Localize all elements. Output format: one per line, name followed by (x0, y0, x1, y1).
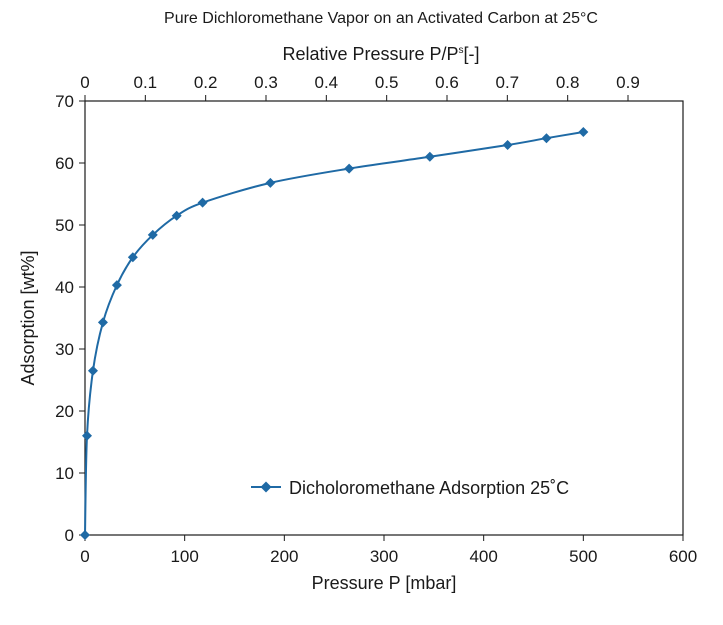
data-point (97, 317, 108, 328)
data-point (265, 177, 276, 188)
data-point (147, 229, 158, 240)
legend: Dicholoromethane Adsorption 25˚C (251, 478, 569, 498)
data-point (502, 140, 513, 151)
data-point (197, 197, 208, 208)
top-tick-label: 0.3 (254, 73, 278, 92)
x-axis: 0 100 200 300 400 500 600 (80, 535, 697, 566)
y-tick-label: 0 (65, 526, 74, 545)
x-tick-label: 300 (370, 547, 398, 566)
data-point (127, 252, 138, 263)
data-point (80, 530, 90, 540)
top-tick-label: 0.5 (375, 73, 399, 92)
data-point (424, 151, 435, 162)
plot-frame (84, 100, 684, 536)
x-axis-label: Pressure P [mbar] (312, 573, 457, 593)
y-tick-label: 70 (55, 92, 74, 111)
data-point (87, 365, 98, 376)
x-tick-label: 500 (569, 547, 597, 566)
y-axis: 0 10 20 30 40 50 60 70 (55, 92, 85, 545)
top-tick-label: 0.6 (435, 73, 459, 92)
top-tick-label: 0.7 (496, 73, 520, 92)
y-tick-label: 50 (55, 216, 74, 235)
legend-label: Dicholoromethane Adsorption 25˚C (289, 478, 569, 498)
top-tick-label: 0.8 (556, 73, 580, 92)
y-tick-label: 30 (55, 340, 74, 359)
top-tick-label: 0.1 (134, 73, 158, 92)
top-tick-label: 0.4 (315, 73, 339, 92)
chart-title: Pure Dichloromethane Vapor on an Activat… (164, 10, 598, 27)
top-axis-label-sup: s (459, 45, 464, 56)
x-tick-label: 0 (80, 547, 89, 566)
top-axis-label-main: Relative Pressure P/P (282, 44, 458, 64)
x-tick-label: 100 (170, 547, 198, 566)
legend-marker (260, 481, 272, 493)
y-tick-label: 20 (55, 402, 74, 421)
data-point (578, 127, 589, 137)
x-tick-label: 600 (669, 547, 697, 566)
data-point (541, 133, 552, 144)
top-tick-label: 0.9 (616, 73, 640, 92)
data-point (81, 430, 92, 441)
top-tick-label: 0 (80, 73, 89, 92)
y-tick-label: 40 (55, 278, 74, 297)
data-point (344, 163, 355, 174)
x-tick-label: 200 (270, 547, 298, 566)
top-axis-label: Relative Pressure P/Ps[-] (282, 44, 479, 64)
top-tick-label: 0.2 (194, 73, 218, 92)
x-tick-label: 400 (469, 547, 497, 566)
data-point (111, 280, 122, 291)
y-tick-label: 10 (55, 464, 74, 483)
top-axis-label-unit: [-] (464, 44, 480, 64)
series-line (84, 131, 584, 536)
series-layer (80, 127, 589, 540)
y-tick-label: 60 (55, 154, 74, 173)
y-axis-label: Adsorption [wt%] (18, 250, 38, 385)
top-axis: 0 0.1 0.2 0.3 0.4 0.5 0.6 0.7 0.8 0.9 (80, 73, 640, 101)
data-point (171, 210, 182, 221)
